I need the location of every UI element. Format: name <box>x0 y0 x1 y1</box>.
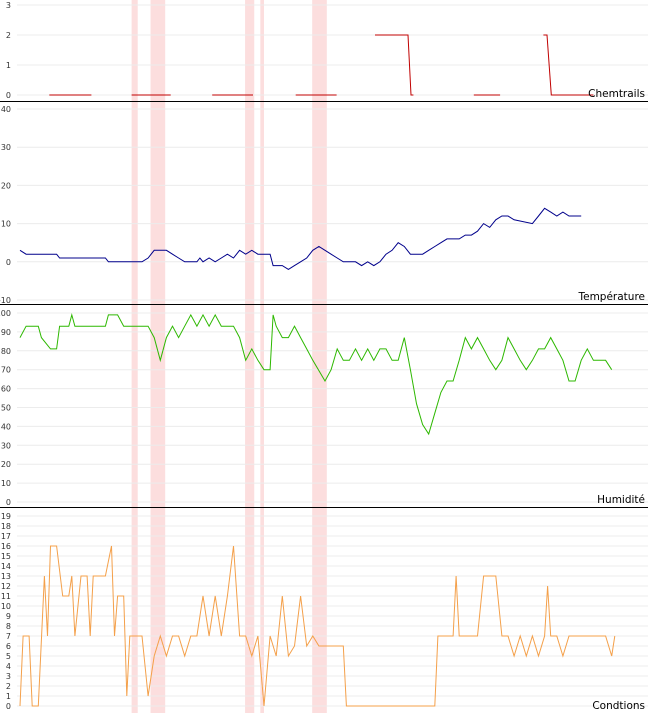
y-tick-label: 1 <box>6 61 11 70</box>
y-tick-label: 0 <box>6 91 11 100</box>
panel-title: Humidité <box>597 494 645 506</box>
y-tick-label: 70 <box>1 366 11 375</box>
y-tick-label: 9 <box>6 612 11 621</box>
y-tick-label: 0 <box>6 702 11 711</box>
y-tick-label: 100 <box>0 309 11 318</box>
y-tick-label: 16 <box>1 542 11 551</box>
series-segment <box>375 34 414 96</box>
panel-title: Chemtrails <box>588 88 645 100</box>
y-tick-label: 1 <box>6 692 11 701</box>
highlight-band <box>260 0 264 713</box>
y-tick-label: 5 <box>6 652 11 661</box>
y-tick-label: 10 <box>1 479 11 488</box>
series-segment <box>543 34 594 96</box>
y-tick-label: -10 <box>0 296 11 305</box>
panel-humidite: 0 10 20 30 40 50 60 70 80 90 100 Humidité <box>0 309 648 508</box>
y-tick-label: 0 <box>6 498 11 507</box>
y-tick-label: 60 <box>1 385 11 394</box>
y-tick-label: 20 <box>1 181 11 190</box>
y-tick-label: 4 <box>6 662 11 671</box>
series-line <box>19 545 616 707</box>
panel-chemtrails: 0 1 2 3 Chemtrails <box>0 1 648 102</box>
panel-title: Température <box>577 291 645 303</box>
panel-title: Condtions <box>592 700 645 712</box>
highlight-band <box>131 0 138 713</box>
highlight-band <box>312 0 327 713</box>
y-tick-label: 11 <box>1 592 11 601</box>
y-tick-label: 13 <box>1 572 11 581</box>
y-tick-label: 80 <box>1 347 11 356</box>
y-tick-label: 2 <box>6 31 11 40</box>
y-tick-label: 17 <box>1 532 11 541</box>
y-tick-label: 50 <box>1 404 11 413</box>
y-tick-label: 10 <box>1 220 11 229</box>
y-tick-label: 30 <box>1 441 11 450</box>
highlight-band <box>245 0 255 713</box>
y-tick-label: 3 <box>6 1 11 10</box>
y-tick-label: 15 <box>1 552 11 561</box>
series-line <box>19 312 613 436</box>
y-tick-label: 7 <box>6 632 11 641</box>
y-tick-label: 12 <box>1 582 11 591</box>
panel-temperature: -10 0 10 20 30 40 Température <box>0 105 648 305</box>
y-tick-label: 40 <box>1 105 11 114</box>
series-line <box>19 207 582 270</box>
y-tick-label: 10 <box>1 602 11 611</box>
y-tick-label: 20 <box>1 460 11 469</box>
y-tick-label: 19 <box>1 512 11 521</box>
y-tick-label: 6 <box>6 642 11 651</box>
y-tick-label: 40 <box>1 422 11 431</box>
y-tick-label: 2 <box>6 682 11 691</box>
y-tick-label: 18 <box>1 522 11 531</box>
y-tick-label: 30 <box>1 143 11 152</box>
highlight-band <box>150 0 166 713</box>
y-tick-label: 8 <box>6 622 11 631</box>
y-tick-label: 3 <box>6 672 11 681</box>
y-tick-label: 0 <box>6 258 11 267</box>
y-tick-label: 14 <box>1 562 11 571</box>
highlight-bands <box>131 0 327 713</box>
y-tick-label: 90 <box>1 328 11 337</box>
